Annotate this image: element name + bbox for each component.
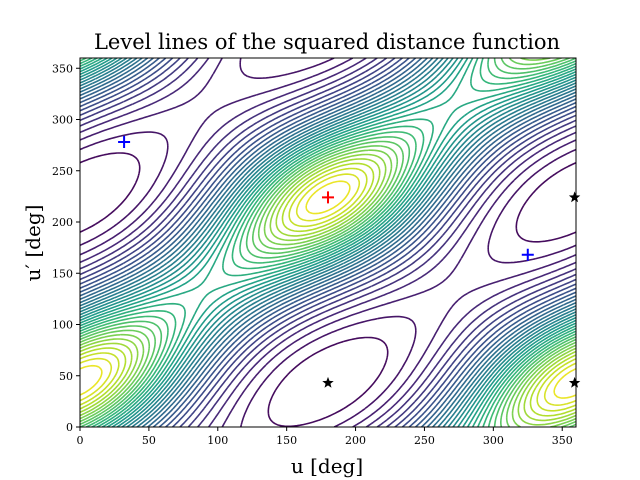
- contour-lines: [80, 58, 576, 427]
- x-tick-label: 300: [483, 434, 504, 447]
- y-tick-label: 200: [52, 216, 73, 229]
- minimum-marker: [118, 136, 131, 149]
- chart-title: Level lines of the squared distance func…: [94, 30, 560, 54]
- contour-line: [80, 167, 576, 412]
- contour-line: [80, 173, 576, 406]
- minimum-marker: [521, 248, 534, 261]
- contour-line: [80, 58, 576, 427]
- x-axis-label: u [deg]: [291, 454, 363, 478]
- y-tick-label: 50: [59, 370, 73, 383]
- x-axis-ticks: 0 50 100 150 200 250 300 350: [77, 427, 573, 447]
- contour-line: [80, 158, 576, 422]
- y-tick-label: 100: [52, 319, 73, 332]
- contour-line: [80, 58, 576, 427]
- x-tick-label: 150: [276, 434, 297, 447]
- contour-line: [80, 58, 576, 427]
- saddle-point-marker: [322, 376, 334, 388]
- critical-point-markers: [118, 136, 581, 388]
- contour-line: [80, 58, 576, 427]
- y-axis-ticks: 0 50 100 150 200 250 300 350: [52, 62, 80, 434]
- contour-line: [80, 58, 576, 427]
- contour-line: [80, 58, 576, 427]
- maximum-marker: [322, 191, 334, 204]
- y-tick-label: 150: [52, 267, 73, 280]
- y-tick-label: 350: [52, 62, 73, 75]
- contour-line: [80, 58, 576, 427]
- x-tick-label: 250: [414, 434, 435, 447]
- x-tick-label: 0: [77, 434, 84, 447]
- y-tick-label: 300: [52, 114, 73, 127]
- contour-line: [80, 153, 576, 426]
- plot-frame: [79, 57, 577, 428]
- contour-line: [80, 58, 576, 427]
- y-tick-label: 0: [66, 421, 73, 434]
- y-axis-label: u′ [deg]: [21, 205, 45, 282]
- contour-line: [80, 58, 576, 427]
- x-tick-label: 100: [207, 434, 228, 447]
- contour-line: [80, 162, 576, 417]
- y-tick-label: 250: [52, 165, 73, 178]
- contour-line: [80, 152, 576, 427]
- contour-line: [80, 58, 576, 427]
- saddle-point-marker: [568, 191, 581, 203]
- saddle-point-marker: [568, 376, 581, 388]
- contour-line: [80, 58, 576, 427]
- contour-line: [80, 58, 576, 427]
- x-tick-label: 200: [345, 434, 366, 447]
- contour-line: [80, 180, 576, 399]
- contour-line: [80, 58, 576, 427]
- x-tick-label: 350: [552, 434, 573, 447]
- contour-line: [80, 58, 576, 427]
- x-tick-label: 50: [142, 434, 156, 447]
